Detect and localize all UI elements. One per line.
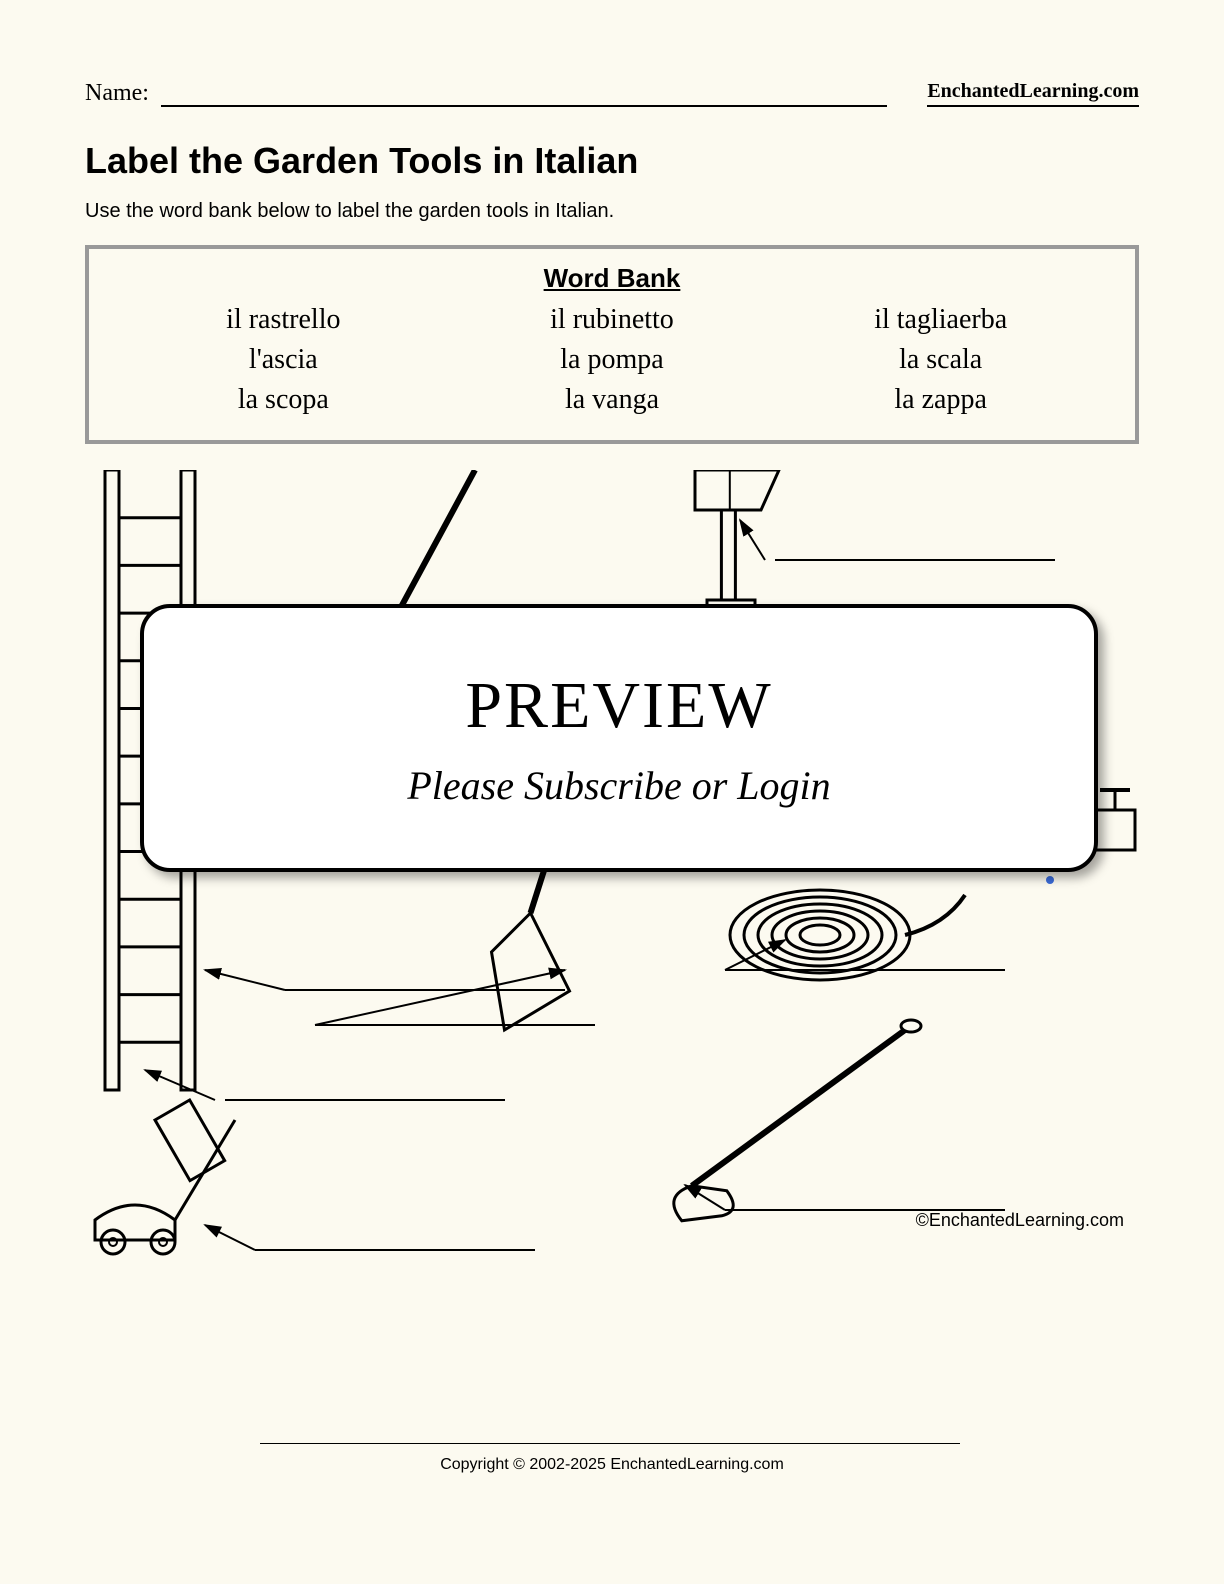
- word-bank-title: Word Bank: [119, 263, 1105, 294]
- instructions-text: Use the word bank below to label the gar…: [85, 200, 614, 223]
- name-label: Name:: [85, 80, 149, 107]
- word-bank-item: la pompa: [448, 344, 777, 376]
- word-bank-item: la scala: [776, 344, 1105, 376]
- word-bank-item: l'ascia: [119, 344, 448, 376]
- footer-rule: [260, 1443, 960, 1444]
- word-bank-item: il rastrello: [119, 304, 448, 336]
- word-bank: Word Bank il rastrello il rubinetto il t…: [85, 245, 1139, 444]
- preview-subtitle: Please Subscribe or Login: [407, 762, 830, 809]
- preview-overlay: PREVIEW Please Subscribe or Login: [140, 604, 1098, 872]
- word-bank-item: la zappa: [776, 384, 1105, 416]
- word-bank-grid: il rastrello il rubinetto il tagliaerba …: [119, 304, 1105, 416]
- preview-title: PREVIEW: [465, 668, 772, 744]
- word-bank-item: il rubinetto: [448, 304, 777, 336]
- name-input-line[interactable]: [161, 83, 887, 107]
- worksheet-page: Name: EnchantedLearning.com Label the Ga…: [0, 0, 1224, 1584]
- worksheet-title: Label the Garden Tools in Italian: [85, 140, 638, 182]
- word-bank-item: il tagliaerba: [776, 304, 1105, 336]
- word-bank-item: la vanga: [448, 384, 777, 416]
- footer-copyright: Copyright © 2002-2025 EnchantedLearning.…: [0, 1456, 1224, 1474]
- inline-copyright: ©EnchantedLearning.com: [916, 1210, 1124, 1231]
- name-row: Name: EnchantedLearning.com: [85, 80, 1139, 107]
- word-bank-item: la scopa: [119, 384, 448, 416]
- site-name: EnchantedLearning.com: [927, 80, 1139, 107]
